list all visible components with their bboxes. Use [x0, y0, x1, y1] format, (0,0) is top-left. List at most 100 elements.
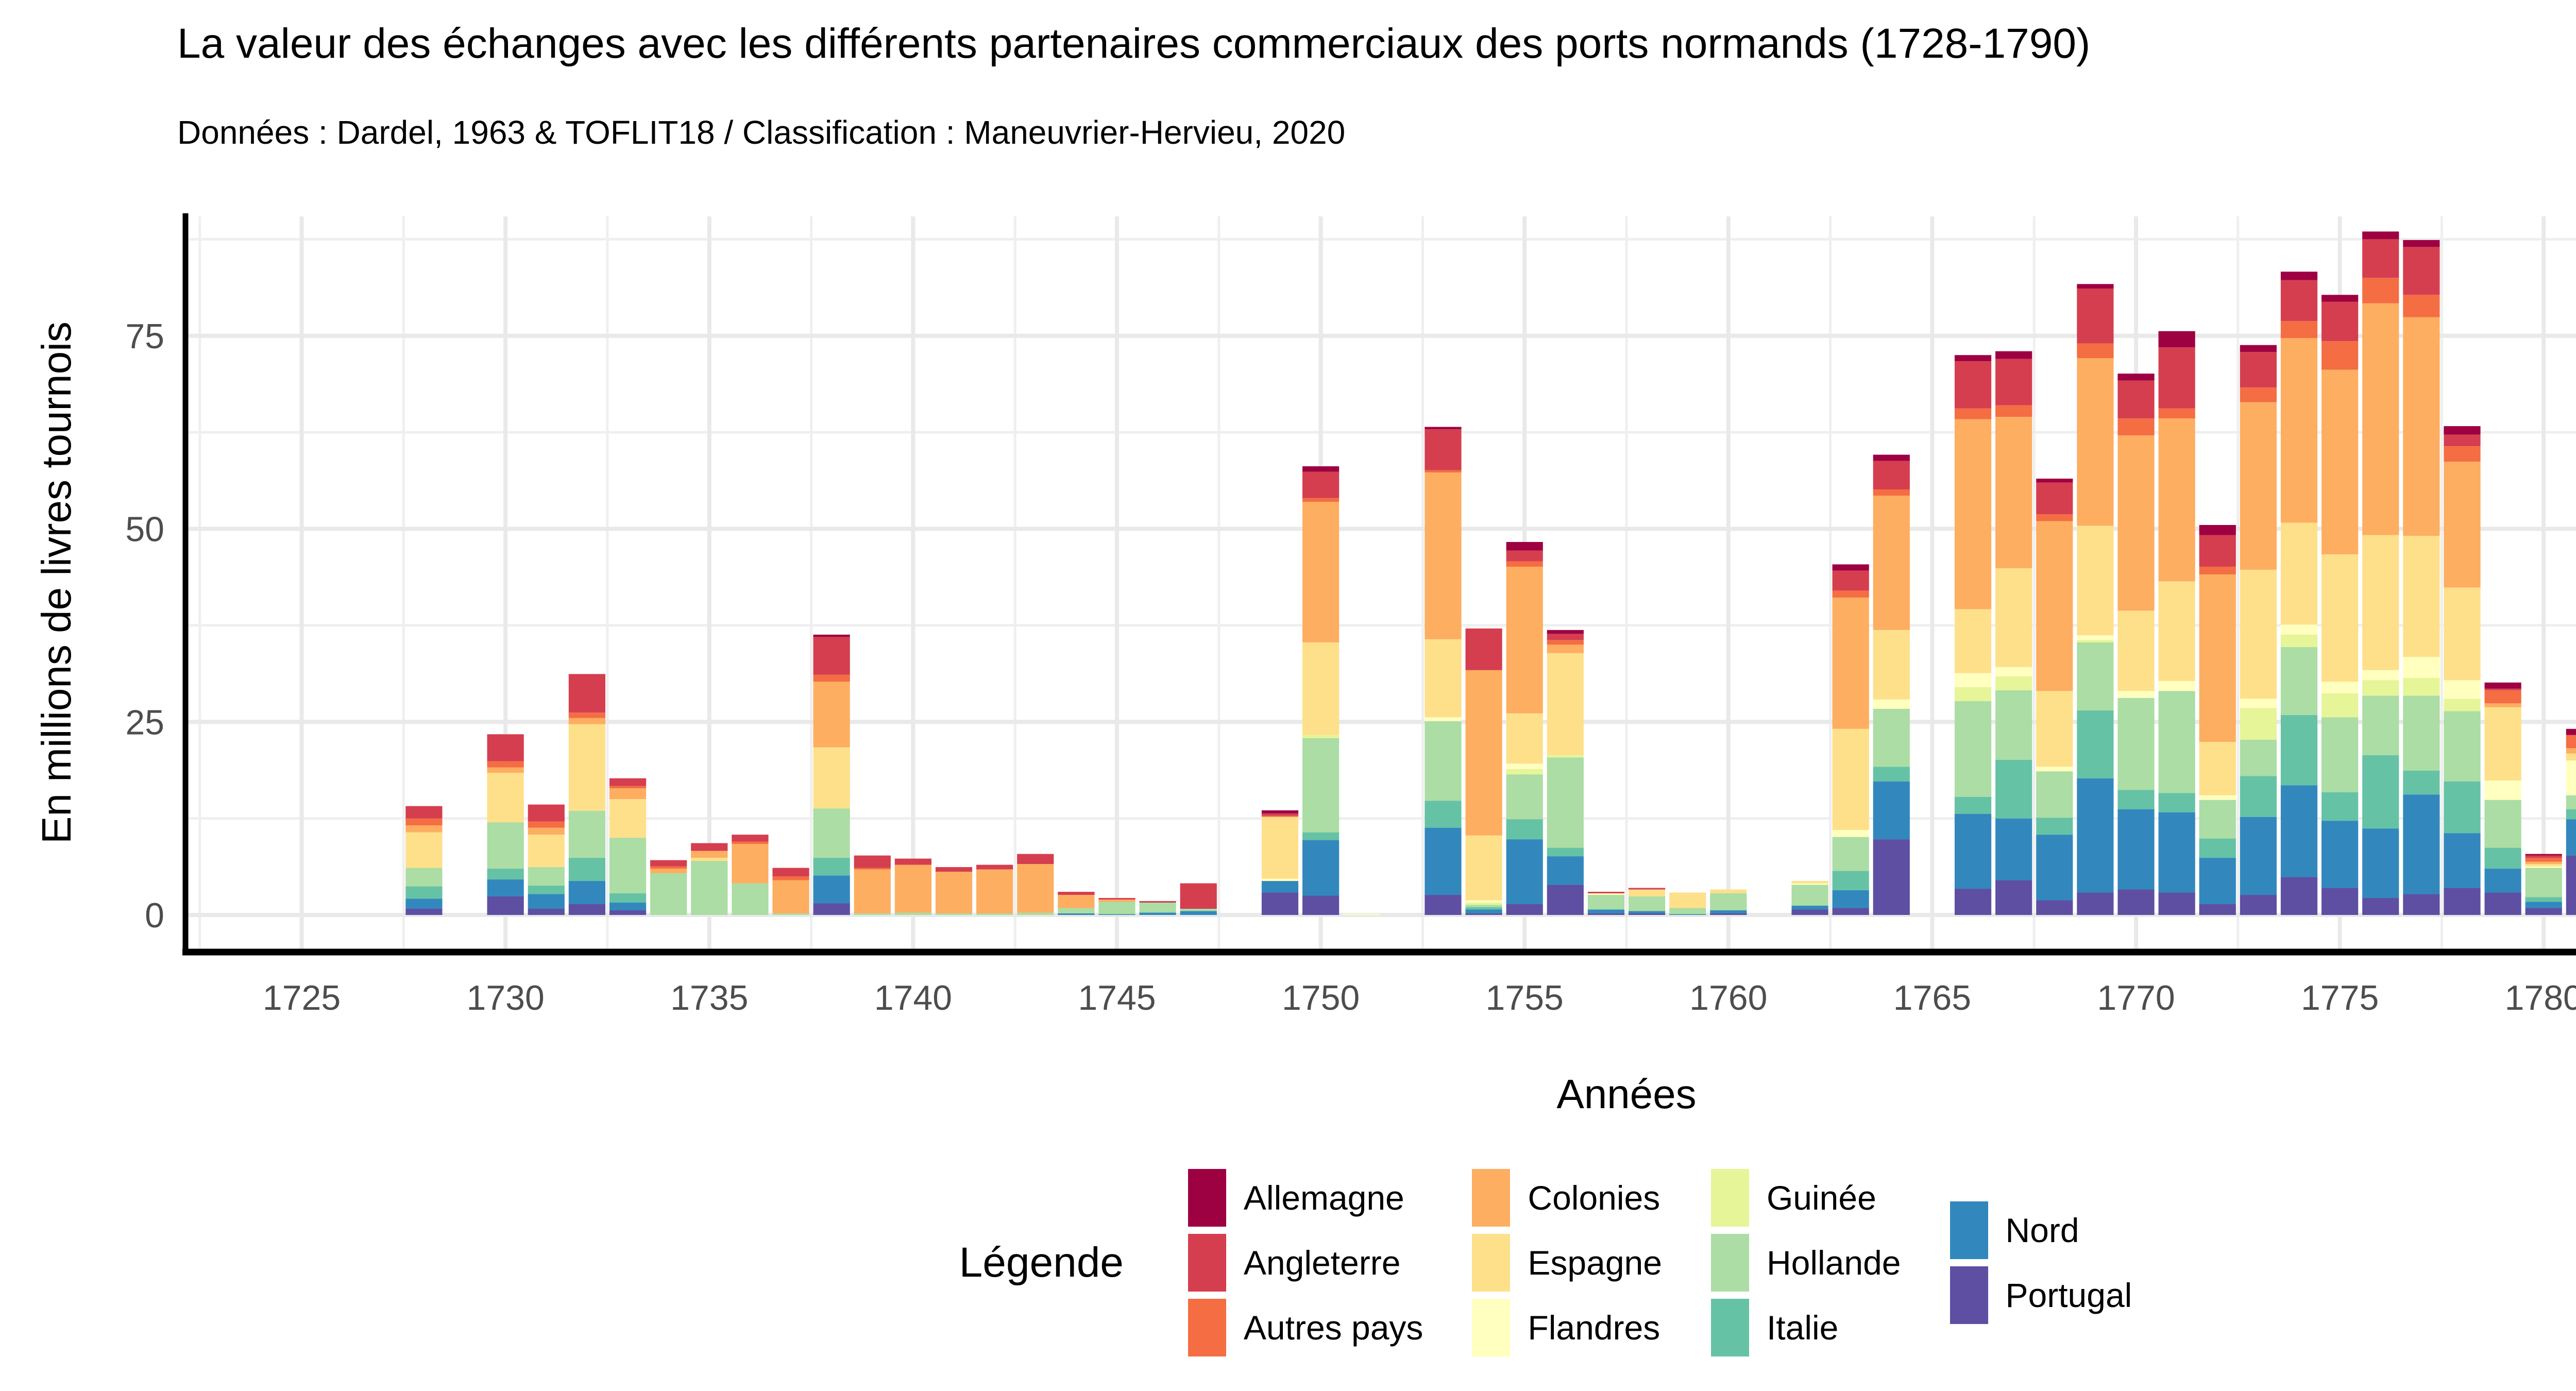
- segment-allemagne: [813, 634, 850, 637]
- segment-hollande: [2199, 800, 2236, 839]
- segment-flandres: [1506, 764, 1543, 769]
- chart-title: La valeur des échanges avec les différen…: [177, 20, 2091, 67]
- legend-swatch-hollande: [1710, 1234, 1749, 1292]
- segment-espagne: [1425, 639, 1462, 718]
- segment-angleterre: [732, 835, 769, 842]
- x-tick-label: 1775: [2301, 978, 2379, 1017]
- segment-hollande: [1710, 893, 1747, 911]
- y-axis-title: En millions de livres tournois: [33, 321, 79, 844]
- segment-flandres: [1873, 699, 1910, 709]
- bar-1753: [1425, 427, 1462, 915]
- segment-angleterre: [2199, 535, 2236, 567]
- segment-angleterre: [691, 843, 728, 851]
- segment-guinee: [1995, 676, 2032, 690]
- segment-portugal: [1547, 885, 1584, 915]
- chart-subtitle: Données : Dardel, 1963 & TOFLIT18 / Clas…: [177, 114, 1346, 151]
- segment-colonies: [1058, 895, 1095, 908]
- segment-nord: [2158, 812, 2195, 893]
- segment-nord: [2566, 819, 2576, 856]
- segment-angleterre: [2117, 380, 2155, 419]
- segment-nord: [2280, 785, 2318, 877]
- segment-espagne: [1873, 630, 1910, 700]
- segment-flandres: [1261, 878, 1299, 881]
- segment-hollande: [894, 912, 931, 915]
- segment-colonies: [2525, 861, 2562, 864]
- segment-hollande: [1465, 905, 1502, 908]
- segment-allemagne: [1261, 810, 1299, 813]
- segment-colonies: [2158, 418, 2195, 582]
- segment-espagne: [1710, 889, 1747, 894]
- segment-angleterre: [2484, 688, 2521, 690]
- segment-portugal: [2403, 894, 2440, 915]
- bar-1770: [2117, 374, 2155, 915]
- segment-autres-pays: [2484, 690, 2521, 704]
- bar-1735: [691, 843, 728, 915]
- segment-italie: [2036, 818, 2073, 835]
- segment-flandres: [2240, 699, 2277, 708]
- bar-1730: [487, 734, 524, 915]
- segment-nord: [1995, 818, 2032, 880]
- segment-colonies: [2403, 317, 2440, 536]
- segment-guinee: [1547, 755, 1584, 758]
- segment-hollande: [1628, 896, 1666, 911]
- segment-allemagne: [2525, 854, 2562, 856]
- segment-portugal: [2362, 898, 2399, 915]
- legend-item-flandres: Flandres: [1472, 1295, 1662, 1360]
- segment-allemagne: [2484, 682, 2521, 689]
- segment-espagne: [405, 832, 443, 868]
- segment-hollande: [691, 861, 728, 915]
- segment-italie: [1954, 796, 1992, 814]
- segment-autres-pays: [772, 876, 809, 880]
- segment-espagne: [528, 835, 565, 868]
- bar-1758: [1628, 888, 1666, 915]
- segment-hollande: [1302, 738, 1340, 833]
- legend-swatch-italie: [1710, 1299, 1749, 1356]
- segment-angleterre: [2240, 352, 2277, 388]
- segment-hollande: [487, 822, 524, 869]
- segment-hollande: [1058, 908, 1095, 914]
- segment-colonies: [1098, 900, 1136, 902]
- legend-title: Légende: [959, 1239, 1124, 1286]
- legend-swatch-allemagne: [1188, 1169, 1226, 1227]
- segment-angleterre: [854, 855, 891, 868]
- legend-label-flandres: Flandres: [1528, 1309, 1660, 1347]
- segment-autres-pays: [1261, 816, 1299, 817]
- segment-autres-pays: [2158, 408, 2195, 419]
- x-tick-label: 1725: [263, 978, 341, 1017]
- segment-italie: [609, 893, 647, 903]
- bar-1743: [1017, 854, 1054, 915]
- segment-nord: [1465, 909, 1502, 914]
- segment-angleterre: [1302, 471, 1340, 498]
- segment-flandres: [1343, 913, 1380, 915]
- legend-item-hollande: Hollande: [1710, 1230, 1901, 1295]
- bar-1738: [813, 634, 850, 915]
- segment-allemagne: [2444, 426, 2481, 435]
- segment-hollande: [2566, 795, 2576, 809]
- segment-nord: [1261, 881, 1299, 893]
- legend-item-autres-pays: Autres pays: [1188, 1295, 1423, 1360]
- segment-colonies: [2117, 435, 2155, 611]
- legend-item-italie: Italie: [1710, 1295, 1901, 1360]
- segment-nord: [2321, 821, 2359, 888]
- segment-angleterre: [1058, 892, 1095, 895]
- segment-angleterre: [1261, 813, 1299, 816]
- legend-label-guinee: Guinée: [1766, 1179, 1876, 1217]
- segment-portugal: [2158, 892, 2195, 915]
- segment-guinee: [1465, 903, 1502, 905]
- segment-espagne: [1791, 881, 1828, 884]
- segment-colonies: [2036, 521, 2073, 691]
- segment-espagne: [568, 724, 605, 811]
- segment-italie: [2525, 897, 2562, 902]
- legend-label-italie: Italie: [1766, 1309, 1839, 1347]
- segment-portugal: [1832, 908, 1869, 915]
- legend-label-allemagne: Allemagne: [1243, 1179, 1404, 1217]
- segment-allemagne: [1954, 355, 1992, 362]
- segment-portugal: [1506, 904, 1543, 915]
- segment-guinee: [1302, 735, 1340, 738]
- segment-espagne: [2199, 742, 2236, 795]
- segment-angleterre: [1995, 359, 2032, 405]
- segment-autres-pays: [568, 713, 605, 718]
- legend-item-colonies: Colonies: [1472, 1165, 1662, 1230]
- legend-swatch-portugal: [1950, 1266, 1988, 1324]
- bar-1776: [2362, 231, 2399, 915]
